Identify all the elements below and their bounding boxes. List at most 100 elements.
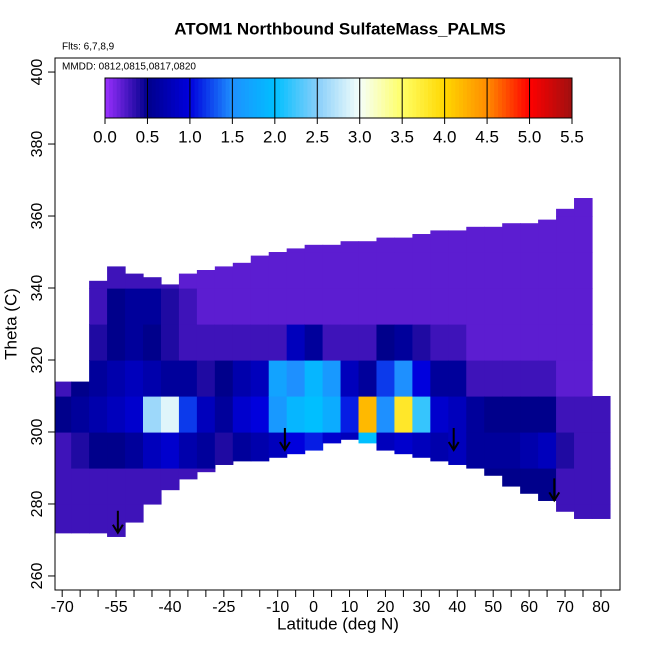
heatmap-cell	[340, 252, 360, 289]
heatmap-cell	[286, 324, 306, 361]
heatmap-cell	[268, 252, 288, 289]
colorbar-strip	[498, 78, 503, 118]
heatmap-cell	[358, 241, 378, 253]
y-tick-label: 380	[29, 131, 46, 158]
colorbar-strip	[404, 78, 410, 118]
heatmap-cell	[538, 395, 557, 433]
heatmap-cell	[250, 359, 270, 397]
heatmap-cell	[430, 230, 449, 253]
heatmap-cell	[556, 216, 575, 253]
heatmap-cell	[556, 395, 575, 433]
heatmap-cell	[286, 288, 306, 325]
heatmap-cell	[322, 288, 342, 325]
heatmap-cell	[322, 324, 342, 361]
colorbar-tick-label: 4.0	[433, 127, 457, 146]
heatmap-cell	[304, 252, 324, 289]
colorbar-strip	[373, 78, 378, 118]
colorbar-strip	[389, 78, 394, 118]
x-tick-label: 40	[448, 599, 466, 616]
heatmap-cell	[322, 359, 342, 397]
colorbar-strip	[217, 78, 223, 118]
heatmap-cell	[376, 359, 396, 397]
heatmap-cell	[591, 431, 611, 469]
heatmap-cell	[520, 359, 539, 397]
heatmap-cell	[250, 431, 270, 462]
heatmap-cell	[143, 467, 162, 505]
colorbar-tick-label: 4.5	[475, 127, 499, 146]
heatmap-cell	[340, 395, 360, 433]
heatmap-cell	[520, 252, 539, 289]
colorbar-strip	[167, 78, 172, 118]
heatmap-cell	[178, 359, 198, 397]
x-tick-label: 80	[592, 599, 610, 616]
x-tick-label: -10	[266, 599, 289, 616]
colorbar-tick-label: 1.5	[221, 127, 245, 146]
heatmap-cell	[412, 324, 431, 361]
heatmap-cell	[160, 359, 180, 397]
heatmap-cell	[196, 467, 216, 473]
heatmap-cell	[304, 324, 324, 361]
y-tick-label: 320	[29, 347, 46, 374]
colorbar-strip	[105, 78, 110, 118]
heatmap-cell	[520, 395, 539, 433]
colorbar-strip	[490, 78, 495, 118]
colorbar-strip	[198, 78, 203, 118]
x-tick-label: 10	[341, 599, 359, 616]
colorbar-tick-label: 3.0	[348, 127, 372, 146]
heatmap-cell	[214, 324, 234, 361]
colorbar-strip	[194, 78, 199, 118]
colorbar-strip	[206, 78, 211, 118]
colorbar-strip	[552, 78, 557, 118]
colorbar-frame	[104, 77, 573, 119]
heatmap-cell	[214, 431, 234, 465]
chart-title: ATOM1 Northbound SulfateMass_PALMS	[174, 19, 506, 38]
colorbar-strip	[151, 78, 157, 118]
heatmap-cell	[448, 359, 467, 397]
colorbar-strip	[330, 78, 336, 118]
x-tick-label: 70	[556, 599, 574, 616]
heatmap-cell	[358, 395, 378, 433]
heatmap-cell	[412, 359, 431, 397]
heatmap-cell	[574, 324, 593, 361]
heatmap-cell	[574, 198, 593, 217]
heatmap-cell	[556, 208, 575, 217]
heatmap-cell	[71, 503, 90, 534]
colorbar-strip	[221, 78, 227, 118]
heatmap-cell	[250, 395, 270, 433]
heatmap-cell	[125, 324, 144, 361]
heatmap-cell	[556, 503, 575, 512]
heatmap-cell	[556, 431, 575, 469]
heatmap-cell	[107, 288, 126, 325]
heatmap-cell	[502, 395, 521, 433]
colorbar-strip	[334, 78, 339, 118]
colorbar-strip	[128, 78, 133, 118]
heatmap-cell	[520, 288, 539, 325]
heatmap-cell	[538, 252, 557, 289]
colorbar-tick-label: 5.0	[518, 127, 542, 146]
heatmap-cell	[538, 219, 557, 253]
colorbar-strip	[202, 78, 207, 118]
colorbar-strip	[248, 78, 254, 118]
heatmap-cell	[340, 359, 360, 397]
colorbar-strip	[486, 78, 491, 118]
heatmap-cell	[107, 266, 126, 289]
colorbar-strip	[190, 78, 196, 118]
heatmap-cell	[394, 324, 413, 361]
heatmap-cell	[430, 431, 449, 462]
heatmap-cell	[286, 359, 306, 397]
heatmap-cell	[448, 431, 467, 465]
x-tick-label: 60	[520, 599, 538, 616]
colorbar-strip	[140, 78, 145, 118]
heatmap-cell	[484, 226, 503, 253]
heatmap-cell	[232, 288, 252, 325]
heatmap-cell	[340, 431, 360, 440]
heatmap-cell	[196, 431, 216, 469]
colorbar-strip	[225, 78, 231, 118]
x-tick-label: 20	[377, 599, 395, 616]
heatmap-cell	[107, 431, 126, 469]
heatmap-cell	[430, 324, 449, 361]
heatmap-cell	[466, 288, 485, 325]
colorbar-strip	[338, 78, 343, 118]
colorbar-strip	[525, 78, 530, 118]
